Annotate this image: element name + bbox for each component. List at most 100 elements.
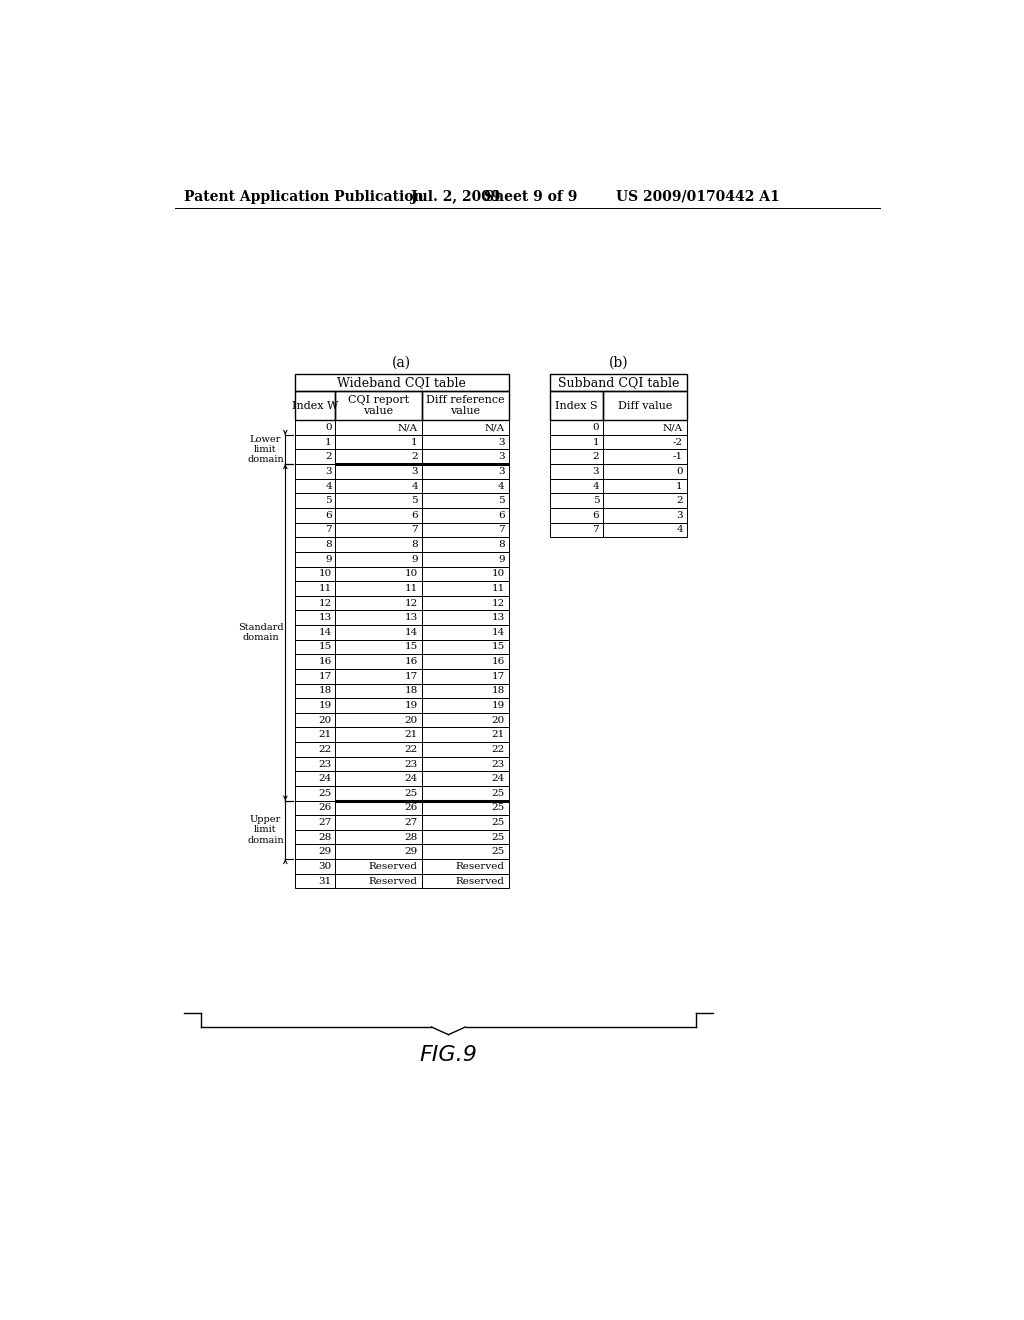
Bar [335,450,422,465]
Text: Standard
domain: Standard domain [239,623,284,642]
Bar [335,581,422,595]
Text: 0: 0 [676,467,683,477]
Bar [422,523,509,537]
Bar [295,508,335,523]
Text: 21: 21 [404,730,418,739]
Text: Reserved: Reserved [369,876,418,886]
Text: 4: 4 [412,482,418,491]
Text: Reserved: Reserved [369,862,418,871]
Text: 27: 27 [404,818,418,828]
Text: N/A: N/A [484,422,505,432]
Text: 0: 0 [593,422,599,432]
Text: N/A: N/A [397,422,418,432]
Bar [295,465,335,479]
Bar [422,684,509,698]
Bar [335,494,422,508]
Text: 2: 2 [326,453,332,461]
Bar [422,420,509,434]
Text: 14: 14 [404,628,418,636]
Text: 20: 20 [404,715,418,725]
Bar [295,434,335,449]
Bar [335,785,422,800]
Bar [422,859,509,874]
Bar [422,434,509,449]
Bar [295,420,335,434]
Text: 7: 7 [498,525,505,535]
Text: 9: 9 [326,554,332,564]
Text: 1: 1 [326,438,332,446]
Bar [422,610,509,626]
Text: 22: 22 [318,744,332,754]
Text: 22: 22 [404,744,418,754]
Text: 22: 22 [492,744,505,754]
Text: 20: 20 [318,715,332,725]
Bar [295,479,335,494]
Bar [335,552,422,566]
Bar [422,845,509,859]
Bar [422,595,509,610]
Text: 13: 13 [492,614,505,622]
Text: 2: 2 [412,453,418,461]
Bar [335,508,422,523]
Bar [422,698,509,713]
Text: Reserved: Reserved [456,876,505,886]
Bar [603,465,687,479]
Bar [295,785,335,800]
Bar [422,655,509,669]
Text: 4: 4 [326,482,332,491]
Text: 29: 29 [404,847,418,857]
Text: US 2009/0170442 A1: US 2009/0170442 A1 [616,190,780,203]
Bar [603,420,687,434]
Text: 12: 12 [318,598,332,607]
Text: 3: 3 [326,467,332,477]
Bar [295,859,335,874]
Bar [422,874,509,888]
Bar [295,552,335,566]
Bar [335,434,422,449]
Bar [335,537,422,552]
Bar [295,800,335,816]
Text: 21: 21 [318,730,332,739]
Text: 12: 12 [492,598,505,607]
Bar [295,566,335,581]
Bar [422,552,509,566]
Text: 7: 7 [412,525,418,535]
Text: 24: 24 [492,774,505,783]
Bar [550,391,603,420]
Bar [335,655,422,669]
Bar [550,450,603,465]
Bar [295,610,335,626]
Text: 23: 23 [492,759,505,768]
Text: 3: 3 [498,467,505,477]
Bar [295,595,335,610]
Bar [550,465,603,479]
Text: 21: 21 [492,730,505,739]
Bar [335,669,422,684]
Bar [550,508,603,523]
Bar [550,374,687,391]
Bar [603,450,687,465]
Bar [335,859,422,874]
Text: 24: 24 [404,774,418,783]
Bar [335,874,422,888]
Text: 10: 10 [404,569,418,578]
Text: 26: 26 [404,804,418,812]
Bar [422,800,509,816]
Text: 5: 5 [412,496,418,506]
Text: 6: 6 [412,511,418,520]
Text: 9: 9 [412,554,418,564]
Bar [295,391,335,420]
Bar [295,874,335,888]
Bar [295,713,335,727]
Bar [422,566,509,581]
Bar [295,581,335,595]
Text: 6: 6 [498,511,505,520]
Bar [422,581,509,595]
Text: Index S: Index S [555,400,598,411]
Bar [422,816,509,830]
Bar [295,494,335,508]
Bar [603,494,687,508]
Text: 4: 4 [498,482,505,491]
Text: 19: 19 [318,701,332,710]
Text: N/A: N/A [663,422,683,432]
